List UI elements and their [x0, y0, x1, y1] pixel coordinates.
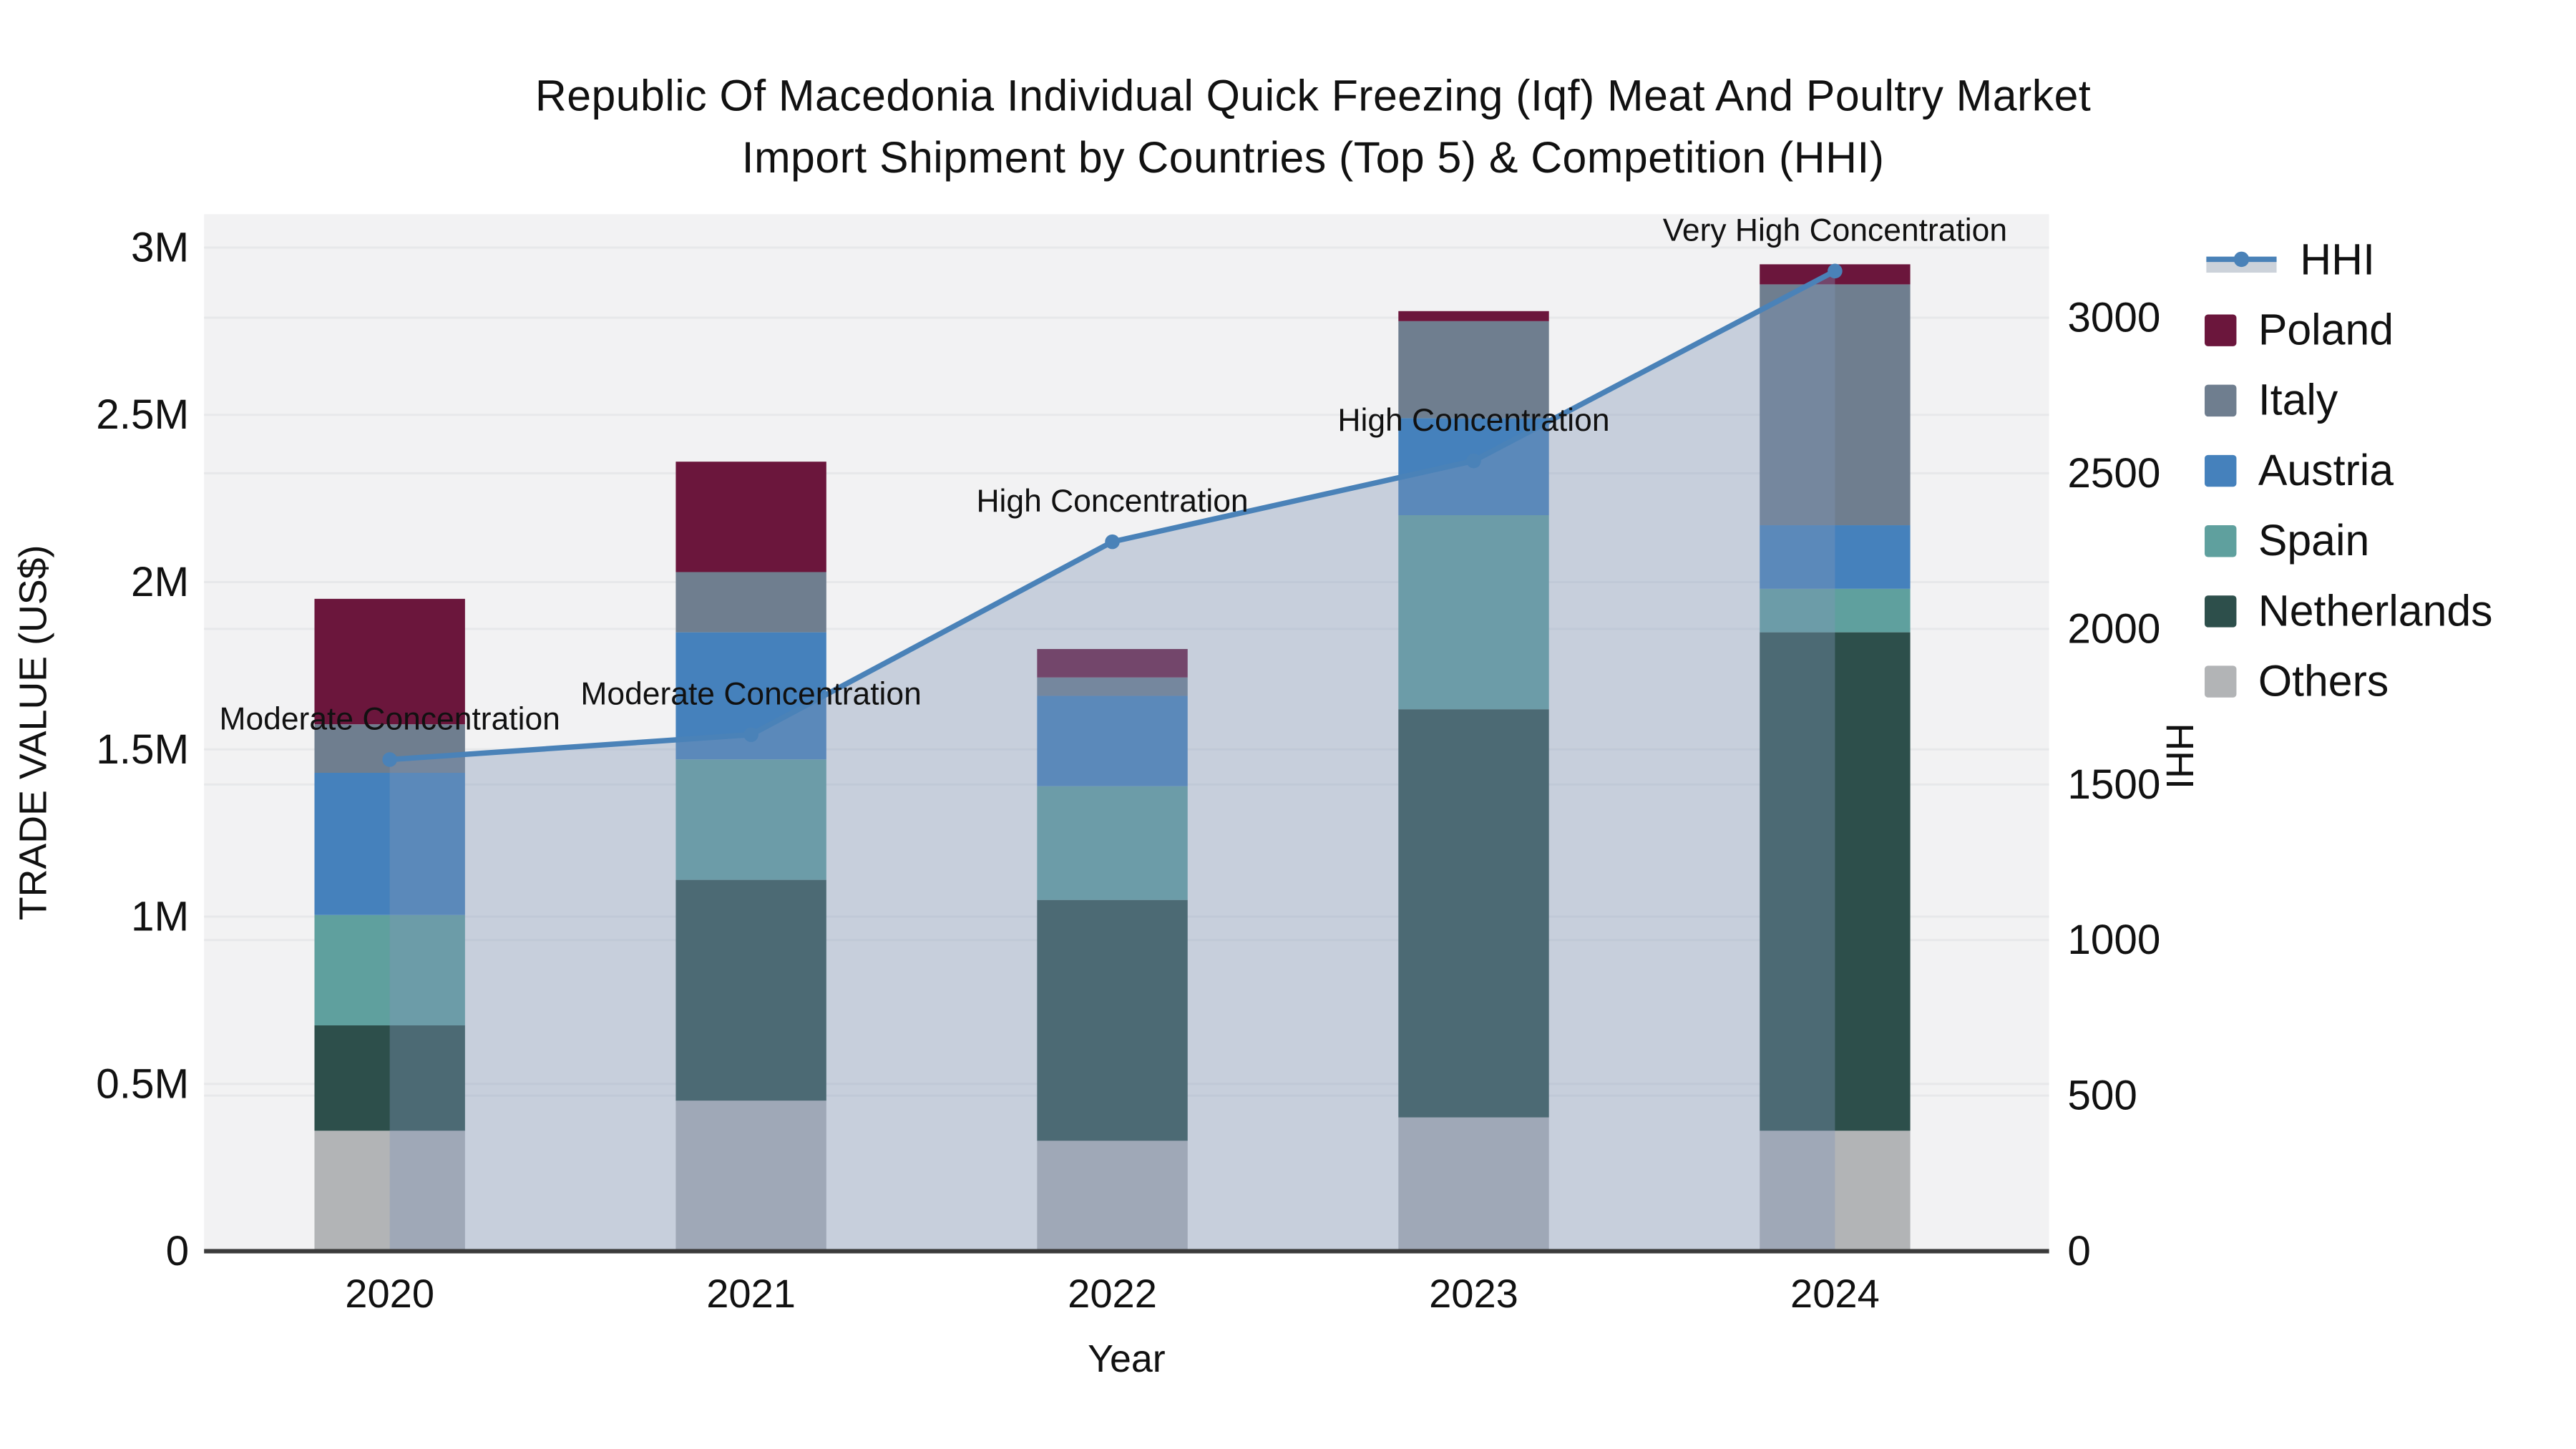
hhi-marker-2024 — [1828, 263, 1843, 279]
bar-segment-others-2024 — [1760, 1131, 1911, 1252]
annotation-2022: High Concentration — [976, 484, 1248, 519]
bar-segment-netherlands-2022 — [1037, 899, 1188, 1141]
legend-label-netherlands: Netherlands — [2258, 585, 2493, 636]
annotation-2024: Very High Concentration — [1663, 213, 2007, 248]
bar-segment-netherlands-2021 — [675, 879, 826, 1101]
y-axis-right-tick-2500: 2500 — [2067, 450, 2160, 497]
austria-swatch-icon — [2205, 454, 2237, 487]
x-axis-tick-2022: 2022 — [1068, 1271, 1157, 1316]
bar-segment-spain-2023 — [1398, 514, 1549, 710]
hhi-marker-2021 — [743, 727, 758, 743]
annotation-2023: High Concentration — [1337, 403, 1609, 438]
y-axis-left-tick-2.5M: 2.5M — [96, 391, 189, 438]
legend-label-italy: Italy — [2258, 374, 2338, 425]
bar-segment-spain-2022 — [1037, 786, 1188, 900]
bar-segment-austria-2024 — [1760, 525, 1911, 589]
bar-segment-poland-2023 — [1398, 311, 1549, 321]
bar-segment-italy-2024 — [1760, 284, 1911, 526]
hhi-marker-2022 — [1105, 534, 1120, 550]
bar-segment-netherlands-2023 — [1398, 709, 1549, 1118]
bar-segment-italy-2021 — [675, 572, 826, 633]
y-axis-right-tick-2000: 2000 — [2067, 605, 2160, 652]
y-axis-right-title: HHI — [2158, 723, 2201, 789]
legend-item-italy: Italy — [2205, 374, 2493, 425]
bar-segment-netherlands-2024 — [1760, 632, 1911, 1131]
x-axis-tick-2024: 2024 — [1790, 1271, 1880, 1316]
hhi-area-fill — [389, 270, 1835, 1252]
legend-label-hhi: HHI — [2300, 234, 2375, 285]
hhi-marker-2020 — [382, 752, 397, 767]
bar-segment-others-2021 — [675, 1101, 826, 1252]
bar-segment-poland-2022 — [1037, 649, 1188, 678]
bar-segment-others-2023 — [1398, 1117, 1549, 1252]
chart-title-line1: Republic Of Macedonia Individual Quick F… — [535, 70, 2092, 121]
bar-segment-italy-2022 — [1037, 677, 1188, 696]
bar-segment-spain-2020 — [314, 914, 465, 1025]
others-swatch-icon — [2205, 665, 2237, 698]
bar-segment-austria-2020 — [314, 772, 465, 915]
y-axis-left-tick-0: 0 — [166, 1228, 190, 1274]
bar-segment-spain-2024 — [1760, 588, 1911, 633]
bar-segment-poland-2020 — [314, 598, 465, 725]
bar-segment-others-2022 — [1037, 1141, 1188, 1252]
y-axis-left-title: TRADE VALUE (US$) — [12, 545, 55, 921]
x-axis-tick-2021: 2021 — [706, 1271, 796, 1316]
y-axis-left-tick-1M: 1M — [131, 894, 189, 940]
x-axis-tick-2020: 2020 — [345, 1271, 434, 1316]
y-axis-right-tick-500: 500 — [2067, 1073, 2137, 1119]
y-axis-left-tick-3M: 3M — [131, 224, 189, 270]
y-axis-right-tick-0: 0 — [2067, 1228, 2091, 1274]
poland-swatch-icon — [2205, 314, 2237, 346]
bar-segment-spain-2021 — [675, 759, 826, 880]
x-axis-title: Year — [1088, 1337, 1166, 1380]
legend-label-spain: Spain — [2258, 514, 2370, 566]
bar-segment-austria-2022 — [1037, 696, 1188, 786]
italy-swatch-icon — [2205, 384, 2237, 417]
bar-segment-netherlands-2020 — [314, 1025, 465, 1131]
bar-segment-poland-2021 — [675, 462, 826, 572]
y-axis-right-tick-3000: 3000 — [2067, 295, 2160, 341]
y-axis-left-tick-0.5M: 0.5M — [96, 1060, 189, 1107]
netherlands-swatch-icon — [2205, 595, 2237, 628]
legend-label-others: Others — [2258, 655, 2389, 706]
legend-item-hhi: HHI — [2205, 234, 2493, 284]
chart-title-line2: Import Shipment by Countries (Top 5) & C… — [741, 132, 1885, 182]
spain-swatch-icon — [2205, 525, 2237, 557]
y-axis-right-tick-1500: 1500 — [2067, 761, 2160, 808]
legend-item-others: Others — [2205, 655, 2493, 706]
legend: HHI Poland Italy Austria Spain Netherlan… — [2205, 234, 2493, 706]
legend-item-austria: Austria — [2205, 445, 2493, 495]
bar-segment-italy-2023 — [1398, 321, 1549, 419]
annotation-2021: Moderate Concentration — [580, 677, 921, 712]
legend-item-spain: Spain — [2205, 515, 2493, 565]
y-axis-right-tick-1000: 1000 — [2067, 917, 2160, 963]
hhi-line-swatch-icon — [2206, 250, 2277, 272]
legend-label-poland: Poland — [2258, 304, 2394, 355]
y-axis-left-tick-1.5M: 1.5M — [96, 726, 189, 773]
y-axis-left-tick-2M: 2M — [131, 559, 189, 605]
legend-label-austria: Austria — [2258, 444, 2394, 495]
chart-title: Republic Of Macedonia Individual Quick F… — [25, 65, 2576, 189]
bar-segment-others-2020 — [314, 1131, 465, 1252]
legend-item-poland: Poland — [2205, 304, 2493, 355]
annotation-2020: Moderate Concentration — [219, 701, 560, 736]
legend-item-netherlands: Netherlands — [2205, 585, 2493, 635]
x-axis-tick-2023: 2023 — [1429, 1271, 1518, 1316]
hhi-marker-2023 — [1466, 453, 1481, 469]
